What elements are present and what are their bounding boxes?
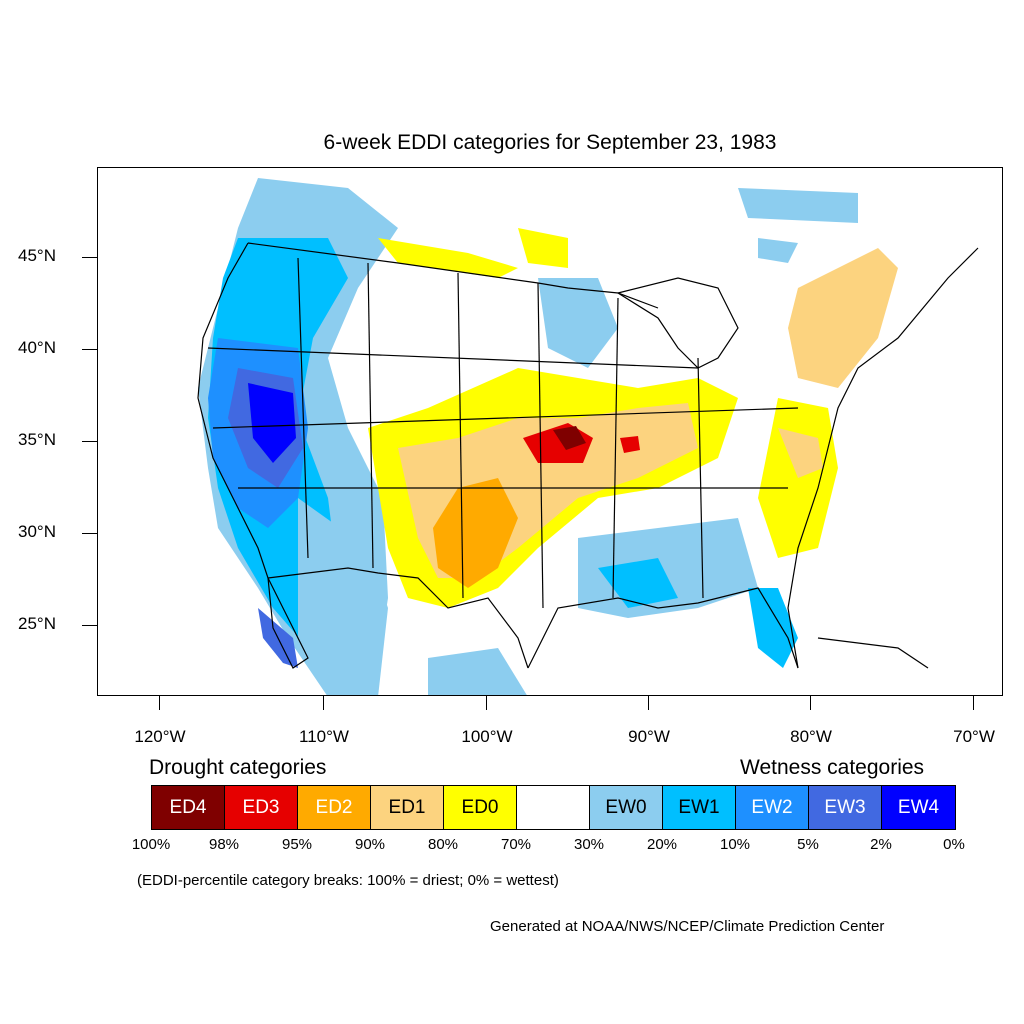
legend-break-label: 20% [646, 836, 678, 853]
lat-label-30: 30°N [18, 522, 56, 541]
lon-label-90: 90°W [628, 727, 670, 746]
ew0-canada [738, 188, 858, 223]
cuba [817, 637, 929, 669]
ew1-southeast [598, 558, 678, 608]
state-line [612, 297, 619, 599]
lon-tick [323, 696, 324, 710]
lat-label-35: 35°N [18, 430, 56, 449]
legend-break-label: 100% [131, 836, 171, 853]
lat-tick [82, 441, 97, 442]
legend-note: (EDDI-percentile category breaks: 100% =… [137, 872, 559, 889]
lat-label-25: 25°N [18, 614, 56, 633]
ed3-illinois [620, 436, 640, 453]
legend-break-label: 10% [719, 836, 751, 853]
lon-label-80: 80°W [790, 727, 832, 746]
legend-break-label: 80% [427, 836, 459, 853]
state-line [697, 357, 704, 599]
lat-label-45: 45°N [18, 246, 56, 265]
state-line [297, 257, 309, 559]
ew1-florida [748, 588, 798, 668]
ew0-southwest [298, 498, 388, 695]
legend-break-label: 30% [573, 836, 605, 853]
ew0-upper-midwest [538, 278, 618, 368]
legend-break-label: 98% [208, 836, 240, 853]
legend-swatch-ew2: EW2 [736, 786, 809, 829]
ed0-northern-tier [378, 238, 518, 278]
lat-label-40: 40°N [18, 338, 56, 357]
ed2-southern-plains [433, 478, 518, 588]
legend-swatch-ed1: ED1 [371, 786, 444, 829]
lat-tick [82, 349, 97, 350]
ed0-superior [518, 228, 568, 268]
legend-swatch-ew0: EW0 [590, 786, 663, 829]
legend-swatch-neutral [517, 786, 590, 829]
lon-tick [648, 696, 649, 710]
legend-break-label: 0% [943, 836, 965, 853]
ed1-southeast-coast [778, 428, 823, 478]
legend-swatch-ew4: EW4 [882, 786, 955, 829]
lon-tick [486, 696, 487, 710]
baja [267, 577, 309, 669]
legend-swatch-ew3: EW3 [809, 786, 882, 829]
us-canada-border [247, 242, 659, 309]
state-line [207, 347, 699, 369]
map-title: 6-week EDDI categories for September 23,… [323, 131, 777, 154]
lon-label-120: 120°W [134, 727, 186, 746]
lon-label-70: 70°W [953, 727, 995, 746]
ew4-west-region [248, 383, 296, 463]
lon-tick [159, 696, 160, 710]
legend-swatch-ew1: EW1 [663, 786, 736, 829]
legend-break-label: 2% [870, 836, 892, 853]
ed1-northeast [788, 248, 898, 388]
legend-swatch-ed4: ED4 [152, 786, 225, 829]
west-coast [197, 242, 269, 579]
state-line [537, 282, 544, 609]
legend-swatch-ed3: ED3 [225, 786, 298, 829]
boundaries [197, 242, 979, 669]
east-coast [787, 247, 979, 669]
lat-tick [82, 625, 97, 626]
legend-break-label: 70% [500, 836, 532, 853]
legend-break-label: 5% [797, 836, 819, 853]
lon-tick [973, 696, 974, 710]
ew0-northern-plains [758, 238, 798, 263]
lon-tick [810, 696, 811, 710]
legend-break-label: 95% [281, 836, 313, 853]
lon-label-100: 100°W [461, 727, 513, 746]
drought-heading: Drought categories [149, 756, 327, 779]
state-line [457, 272, 464, 599]
great-lakes [616, 277, 739, 369]
ew0-gulf-mexico [428, 648, 527, 695]
legend-bar: ED4 ED3 ED2 ED1 ED0 EW0 EW1 EW2 EW3 EW4 [151, 785, 956, 830]
legend-break-label: 90% [354, 836, 386, 853]
state-line [212, 407, 799, 429]
legend-swatch-ed0: ED0 [444, 786, 517, 829]
mexico-border [267, 567, 529, 669]
eddi-map [97, 167, 1003, 696]
credit-line: Generated at NOAA/NWS/NCEP/Climate Predi… [490, 918, 885, 935]
lat-tick [82, 257, 97, 258]
lat-tick [82, 533, 97, 534]
ed4-missouri [553, 426, 586, 450]
map-canvas [197, 178, 979, 695]
wetness-heading: Wetness categories [740, 756, 925, 779]
lon-label-110: 110°W [299, 727, 349, 746]
legend-swatch-ed2: ED2 [298, 786, 371, 829]
state-line [367, 262, 374, 569]
gulf-coast [527, 587, 799, 669]
